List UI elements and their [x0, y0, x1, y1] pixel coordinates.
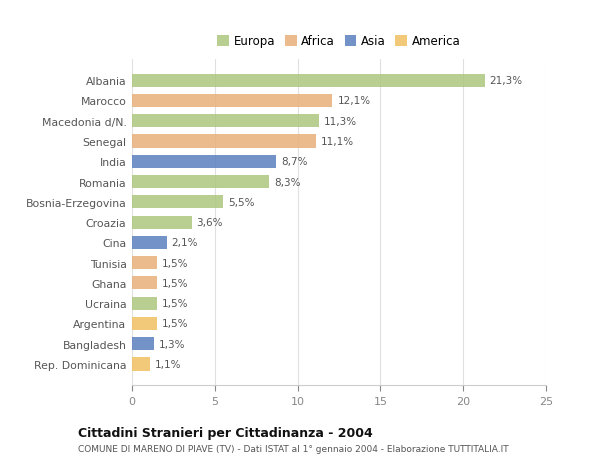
Text: 3,6%: 3,6%: [197, 218, 223, 228]
Text: 5,5%: 5,5%: [228, 197, 254, 207]
Bar: [132, 337, 154, 351]
Text: 1,3%: 1,3%: [158, 339, 185, 349]
Text: 8,3%: 8,3%: [274, 177, 301, 187]
Bar: [132, 277, 157, 290]
Text: 1,5%: 1,5%: [162, 258, 188, 268]
Text: COMUNE DI MARENO DI PIAVE (TV) - Dati ISTAT al 1° gennaio 2004 - Elaborazione TU: COMUNE DI MARENO DI PIAVE (TV) - Dati IS…: [78, 444, 509, 453]
Bar: [132, 74, 485, 88]
Bar: [132, 216, 191, 229]
Bar: [132, 317, 157, 330]
Text: 11,1%: 11,1%: [321, 137, 354, 147]
Bar: [132, 135, 316, 148]
Text: Cittadini Stranieri per Cittadinanza - 2004: Cittadini Stranieri per Cittadinanza - 2…: [78, 426, 373, 439]
Bar: [132, 115, 319, 128]
Text: 21,3%: 21,3%: [490, 76, 523, 86]
Bar: [132, 196, 223, 209]
Bar: [132, 176, 269, 189]
Text: 2,1%: 2,1%: [172, 238, 198, 248]
Bar: [132, 95, 332, 108]
Text: 1,5%: 1,5%: [162, 298, 188, 308]
Text: 8,7%: 8,7%: [281, 157, 308, 167]
Text: 1,5%: 1,5%: [162, 319, 188, 329]
Bar: [132, 156, 276, 168]
Text: 12,1%: 12,1%: [337, 96, 370, 106]
Legend: Europa, Africa, Asia, America: Europa, Africa, Asia, America: [215, 33, 463, 50]
Bar: [132, 358, 150, 371]
Text: 1,5%: 1,5%: [162, 278, 188, 288]
Bar: [132, 257, 157, 269]
Bar: [132, 236, 167, 249]
Text: 1,1%: 1,1%: [155, 359, 182, 369]
Text: 11,3%: 11,3%: [324, 117, 357, 127]
Bar: [132, 297, 157, 310]
